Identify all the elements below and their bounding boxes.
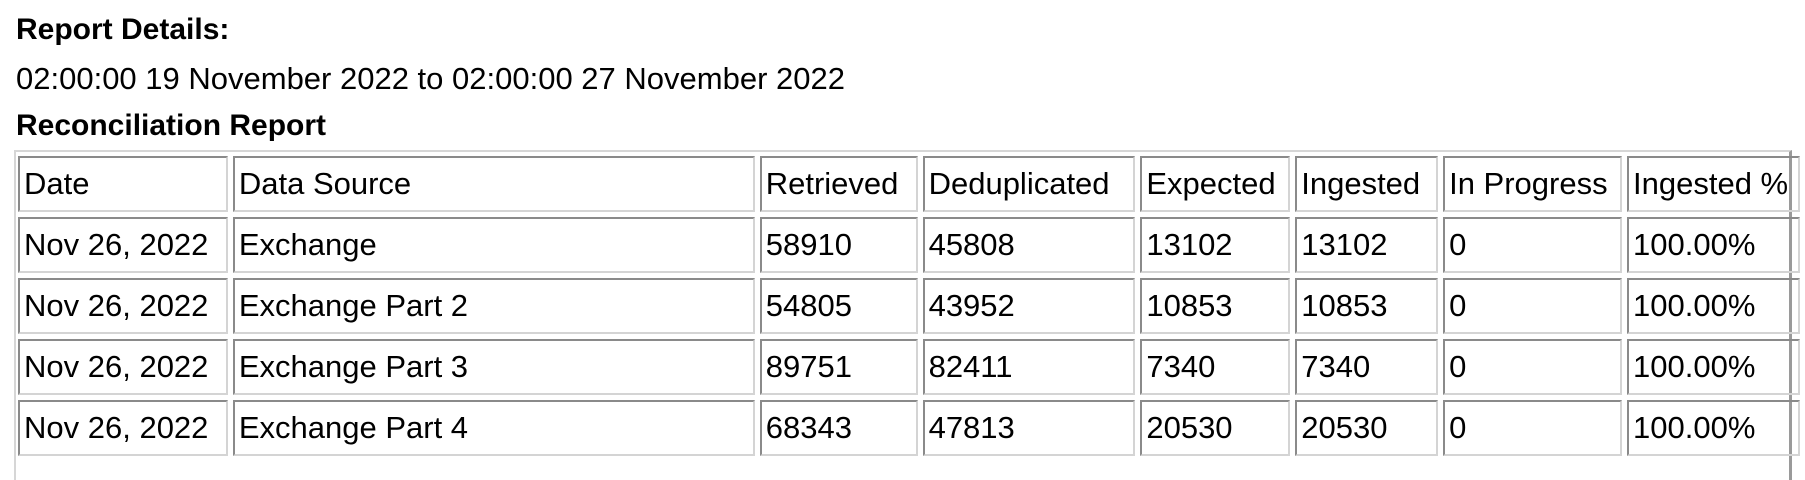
cell-deduplicated: 82411 [922, 339, 1136, 395]
cell-data-source: Exchange Part 4 [232, 400, 755, 456]
header-date: Date [18, 156, 228, 212]
reconciliation-table: Date Data Source Retrieved Deduplicated … [13, 151, 1805, 461]
cell-expected: 7340 [1140, 339, 1291, 395]
header-expected: Expected [1140, 156, 1291, 212]
header-retrieved: Retrieved [759, 156, 918, 212]
cell-date: Nov 26, 2022 [18, 339, 228, 395]
table-frame [14, 150, 1792, 480]
cell-date: Nov 26, 2022 [18, 400, 228, 456]
cell-data-source: Exchange [232, 217, 755, 273]
cell-deduplicated: 47813 [922, 400, 1136, 456]
cell-in-progress: 0 [1443, 400, 1622, 456]
header-deduplicated: Deduplicated [922, 156, 1136, 212]
cell-ingested: 20530 [1295, 400, 1439, 456]
cell-date: Nov 26, 2022 [18, 217, 228, 273]
cell-retrieved: 54805 [759, 278, 918, 334]
cell-ingested: 7340 [1295, 339, 1439, 395]
cell-retrieved: 89751 [759, 339, 918, 395]
header-data-source: Data Source [232, 156, 755, 212]
header-ingested: Ingested [1295, 156, 1439, 212]
cell-ingested-percent: 100.00% [1627, 278, 1800, 334]
cell-ingested: 10853 [1295, 278, 1439, 334]
table-row: Nov 26, 2022 Exchange Part 4 68343 47813… [18, 400, 1800, 456]
header-ingested-percent: Ingested % [1627, 156, 1800, 212]
cell-retrieved: 68343 [759, 400, 918, 456]
table-row: Nov 26, 2022 Exchange Part 3 89751 82411… [18, 339, 1800, 395]
cell-expected: 10853 [1140, 278, 1291, 334]
table-row: Nov 26, 2022 Exchange Part 2 54805 43952… [18, 278, 1800, 334]
cell-in-progress: 0 [1443, 278, 1622, 334]
cell-in-progress: 0 [1443, 217, 1622, 273]
cell-deduplicated: 45808 [922, 217, 1136, 273]
cell-ingested-percent: 100.00% [1627, 217, 1800, 273]
table-row: Nov 26, 2022 Exchange 58910 45808 13102 … [18, 217, 1800, 273]
cell-ingested-percent: 100.00% [1627, 400, 1800, 456]
cell-deduplicated: 43952 [922, 278, 1136, 334]
cell-data-source: Exchange Part 2 [232, 278, 755, 334]
cell-data-source: Exchange Part 3 [232, 339, 755, 395]
cell-expected: 20530 [1140, 400, 1291, 456]
report-date-range: 02:00:00 19 November 2022 to 02:00:00 27… [16, 61, 845, 96]
header-in-progress: In Progress [1443, 156, 1622, 212]
report-title: Reconciliation Report [16, 109, 327, 142]
table-header-row: Date Data Source Retrieved Deduplicated … [18, 156, 1800, 212]
cell-date: Nov 26, 2022 [18, 278, 228, 334]
cell-in-progress: 0 [1443, 339, 1622, 395]
cell-retrieved: 58910 [759, 217, 918, 273]
cell-ingested: 13102 [1295, 217, 1439, 273]
report-details-label: Report Details: [16, 13, 230, 46]
cell-expected: 13102 [1140, 217, 1291, 273]
cell-ingested-percent: 100.00% [1627, 339, 1800, 395]
